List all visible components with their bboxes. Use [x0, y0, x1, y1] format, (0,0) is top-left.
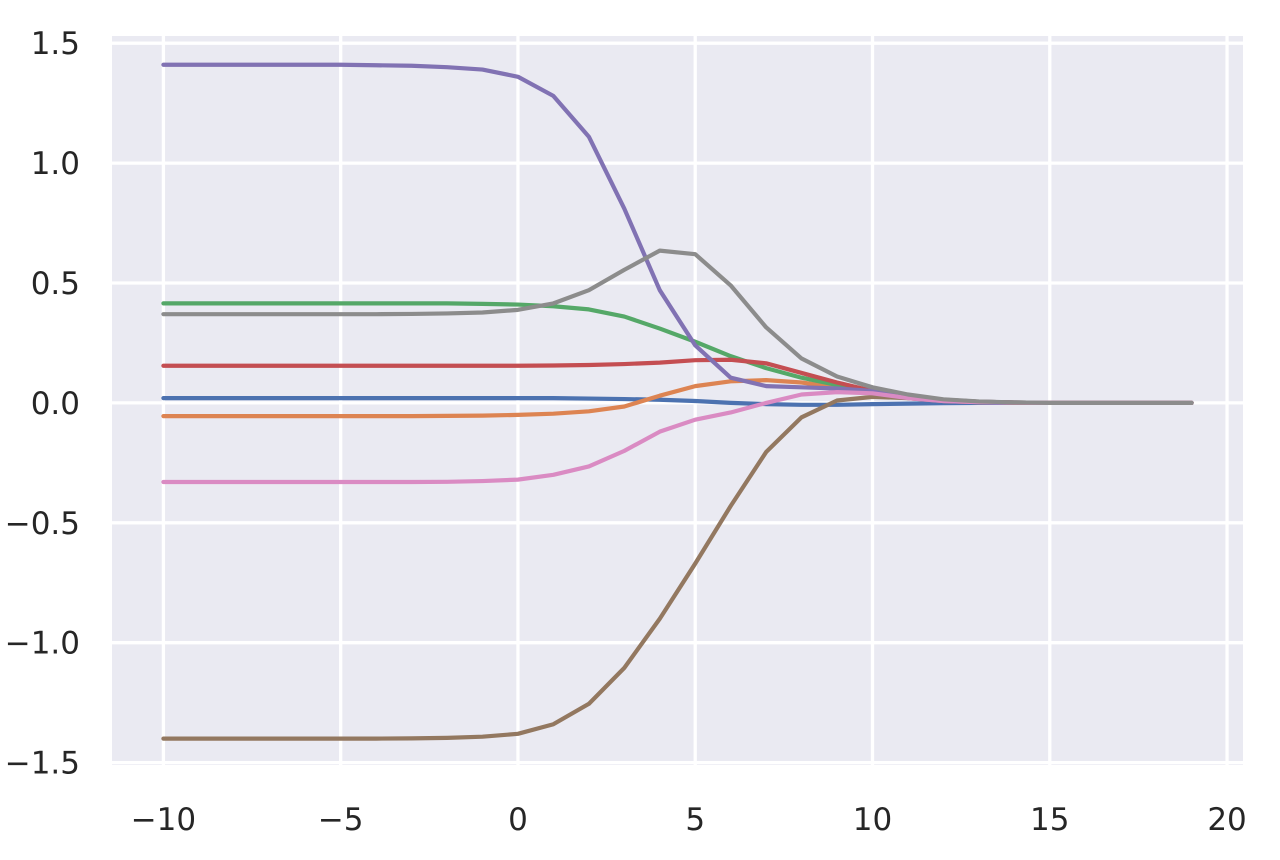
y-tick-label: −0.5: [5, 506, 80, 542]
series-line-8: [161, 248, 1194, 405]
y-axis-ticks: −1.5 −1.0 −0.5 0.0 0.5 1.0 1.5: [5, 26, 80, 781]
x-tick-label: −10: [131, 802, 196, 838]
series-lines: [161, 62, 1194, 741]
x-tick-label: 5: [685, 802, 705, 838]
y-tick-label: 0.5: [31, 266, 80, 302]
x-tick-label: 0: [508, 802, 528, 838]
x-tick-label: −5: [318, 802, 364, 838]
x-tick-label: 10: [853, 802, 892, 838]
y-tick-label: −1.0: [5, 626, 80, 662]
x-tick-label: 20: [1207, 802, 1246, 838]
y-tick-label: 1.0: [31, 146, 80, 182]
y-tick-label: 0.0: [31, 386, 80, 422]
x-tick-label: 15: [1030, 802, 1069, 838]
y-tick-label: −1.5: [5, 746, 80, 782]
x-axis-ticks: −10 −5 0 5 10 15 20: [131, 802, 1247, 838]
y-tick-label: 1.5: [31, 26, 80, 62]
